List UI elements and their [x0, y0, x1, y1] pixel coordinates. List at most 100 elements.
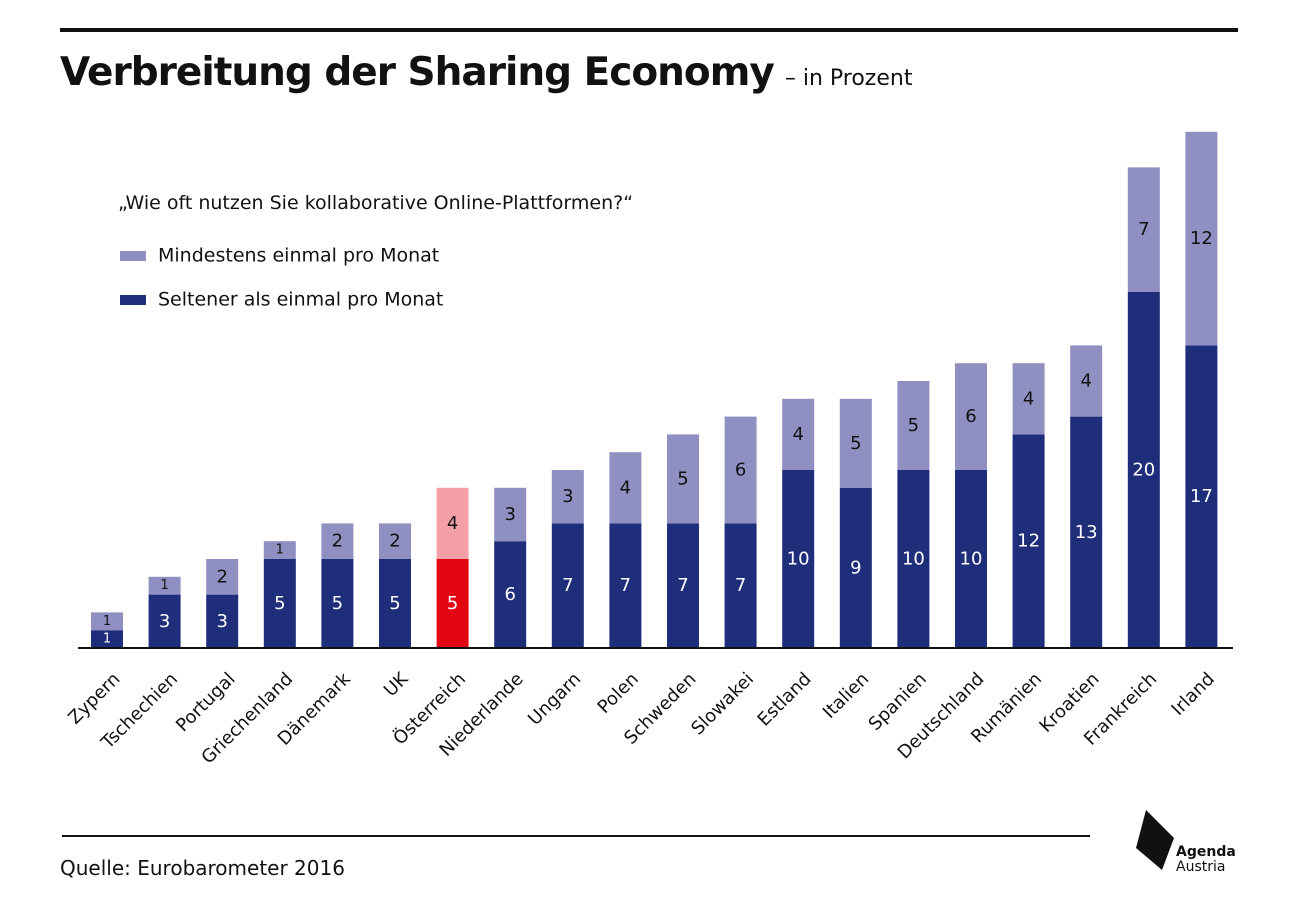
legend-item-monthly: Mindestens einmal pro Monat: [120, 244, 439, 267]
source-note: Quelle: Eurobarometer 2016: [60, 856, 345, 880]
bottom-rule: [62, 835, 1090, 837]
data-label-monthly: 4: [792, 424, 803, 445]
data-label-monthly: 2: [389, 531, 400, 552]
bar-segment-monthly: [839, 398, 872, 488]
bar-segment-rarely: [1127, 292, 1160, 648]
data-label-rarely: 10: [902, 549, 925, 570]
data-label-monthly: 12: [1190, 228, 1213, 249]
bar-segment-rarely: [1070, 416, 1103, 648]
bar-segment-monthly: [494, 487, 527, 542]
bar-segment-monthly: [1070, 345, 1103, 417]
data-label-rarely: 5: [447, 593, 458, 614]
bar-segment-rarely: [91, 630, 123, 648]
bar-segment-monthly: [148, 576, 181, 595]
category-label: UK: [380, 668, 413, 701]
bar-segment-monthly: [263, 541, 296, 559]
data-label-monthly: 7: [1138, 219, 1149, 240]
chart-title: Verbreitung der Sharing Economy: [60, 50, 775, 95]
legend-label-monthly: Mindestens einmal pro Monat: [158, 244, 440, 267]
data-label-rarely: 9: [850, 557, 861, 578]
category-label: Ungarn: [524, 669, 585, 730]
data-label-monthly: 1: [276, 543, 284, 558]
survey-question: „Wie oft nutzen Sie kollaborative Online…: [118, 192, 634, 214]
data-label-monthly: 2: [332, 531, 343, 552]
data-label-monthly: 5: [908, 415, 919, 436]
data-label-rarely: 7: [562, 575, 573, 596]
data-label-monthly: 6: [735, 460, 746, 481]
bar-segment-rarely: [551, 523, 584, 648]
bar-segment-rarely: [955, 470, 987, 648]
bar-segment-rarely: [321, 559, 354, 648]
bar-segment-rarely: [839, 487, 872, 648]
data-label-rarely: 13: [1075, 522, 1098, 543]
data-label-rarely: 7: [620, 575, 631, 596]
bar-segment-rarely: [609, 523, 642, 648]
data-label-monthly: 4: [1023, 388, 1034, 409]
legend-item-rarely: Seltener als einmal pro Monat: [120, 288, 443, 311]
bar-segment-monthly: [379, 523, 411, 559]
bar-segment-monthly: [91, 612, 123, 631]
bar-segment-monthly: [551, 470, 584, 524]
bar-segment-monthly: [955, 363, 987, 470]
data-label-monthly: 4: [1080, 371, 1091, 392]
category-label: Italien: [819, 669, 873, 723]
data-label-rarely: 10: [960, 549, 983, 570]
legend-swatch-monthly: [120, 250, 146, 261]
title-row: Verbreitung der Sharing Economy – in Pro…: [60, 50, 912, 95]
data-label-rarely: 3: [216, 611, 227, 632]
data-label-rarely: 12: [1017, 531, 1040, 552]
bar-segment-monthly: [1012, 363, 1045, 435]
bar-segment-rarely: [897, 470, 930, 648]
bar-segment-rarely: [436, 559, 469, 648]
data-label-rarely: 6: [504, 584, 515, 605]
bar-segment-monthly: [206, 559, 239, 595]
data-label-monthly: 4: [620, 477, 631, 498]
data-label-monthly: 2: [216, 566, 227, 587]
bar-segment-monthly: [667, 434, 699, 524]
agenda-austria-logo-icon: [1136, 810, 1174, 870]
category-label: Slowakei: [687, 669, 758, 740]
bar-segment-rarely: [782, 470, 815, 648]
data-label-monthly: 3: [562, 486, 573, 507]
bar-segment-rarely: [667, 523, 699, 648]
data-label-rarely: 5: [332, 593, 343, 614]
category-label: Polen: [594, 669, 643, 718]
bar-segment-rarely: [263, 559, 296, 648]
data-label-monthly: 1: [160, 578, 168, 593]
data-label-rarely: 5: [274, 593, 285, 614]
data-label-rarely: 7: [677, 575, 688, 596]
bar-segment-rarely: [206, 594, 239, 648]
top-rule: [60, 28, 1238, 32]
data-label-monthly: 5: [850, 433, 861, 454]
category-label: Irland: [1168, 669, 1219, 720]
data-label-rarely: 17: [1190, 486, 1213, 507]
legend-swatch-rarely: [120, 294, 146, 305]
data-label-rarely: 20: [1132, 460, 1155, 481]
bar-segment-rarely: [724, 523, 757, 648]
bar-segment-monthly: [782, 398, 815, 470]
bar-segment-rarely: [1185, 345, 1218, 648]
legend-label-rarely: Seltener als einmal pro Monat: [158, 288, 444, 311]
logo-line-2: Austria: [1176, 859, 1226, 875]
data-label-rarely: 10: [787, 549, 810, 570]
chart-subtitle: – in Prozent: [784, 66, 913, 91]
bar-segment-rarely: [494, 541, 527, 648]
bar-segment-monthly: [724, 416, 757, 524]
data-label-monthly: 4: [447, 513, 458, 534]
bar-segment-rarely: [148, 594, 181, 648]
data-label-monthly: 1: [103, 614, 111, 629]
bar-segment-monthly: [609, 452, 642, 524]
data-label-monthly: 6: [965, 406, 976, 427]
data-label-rarely: 3: [159, 611, 170, 632]
bar-segment-monthly: [1185, 131, 1218, 346]
bar-segment-rarely: [1012, 434, 1045, 648]
logo-line-1: Agenda: [1176, 844, 1236, 860]
data-label-rarely: 1: [103, 632, 111, 647]
bar-segment-monthly: [321, 523, 354, 559]
data-label-rarely: 7: [735, 575, 746, 596]
logo-text: Agenda Austria: [1176, 845, 1236, 875]
data-label-rarely: 5: [389, 593, 400, 614]
data-label-monthly: 5: [677, 468, 688, 489]
bar-segment-monthly: [1127, 167, 1160, 292]
